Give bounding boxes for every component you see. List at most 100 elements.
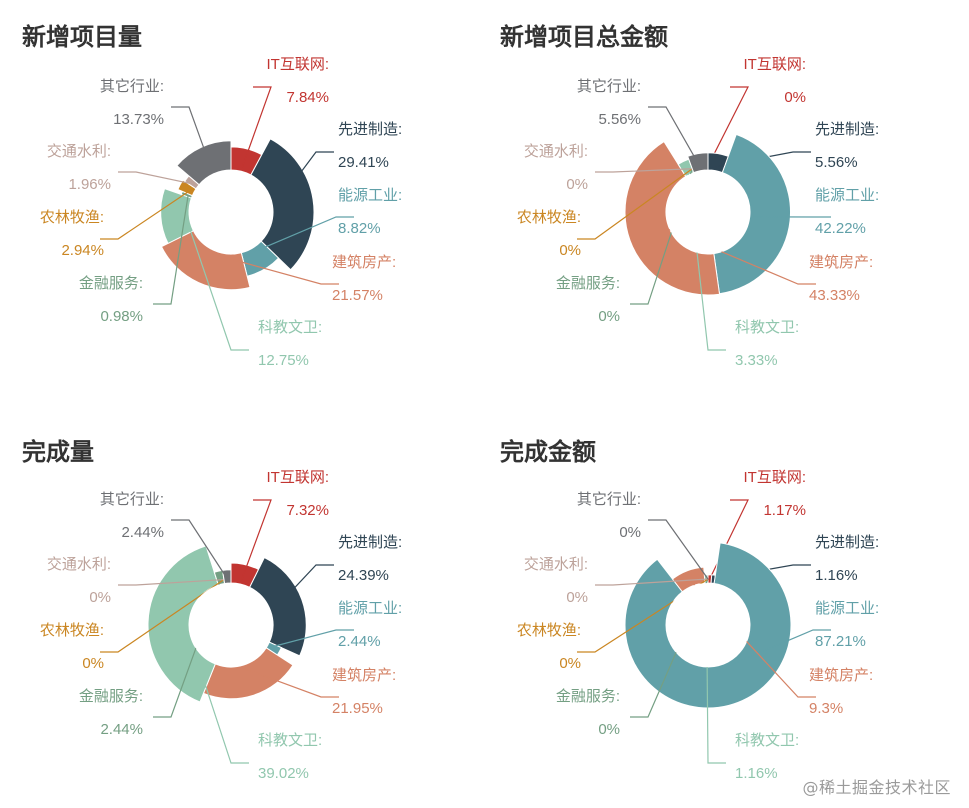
slice-label-finance: 金融服务: [79, 688, 143, 705]
slice-label-finance: 金融服务: [556, 275, 620, 292]
leader-line-agriculture [100, 579, 225, 653]
slice-label-construction: 建筑房产: [809, 667, 873, 684]
rose-chart-2: 新增项目总金额 IT互联网: 0% 先进制造: 5.56% 能源工业: 42.22% 建筑房产… [500, 23, 879, 369]
slice-value-construction: 21.57% [332, 287, 383, 304]
slice-label-sci_edu: 科教文卫: [735, 319, 799, 336]
leader-line-agriculture [100, 189, 191, 240]
leader-line-transport [118, 578, 225, 586]
slice-value-advanced_mfg: 5.56% [815, 154, 858, 171]
leader-line-advanced_mfg [275, 151, 334, 206]
slice-value-transport: 1.96% [68, 176, 111, 193]
slice-label-it: IT互联网: [267, 56, 330, 73]
leader-line-construction [244, 668, 339, 698]
leader-line-it [240, 499, 272, 581]
slice-label-construction: 建筑房产: [332, 254, 396, 271]
slice-value-construction: 43.33% [809, 287, 860, 304]
leader-line-sci_edu [184, 214, 249, 351]
leader-line-it [241, 86, 272, 168]
leader-line-finance [153, 195, 189, 305]
slice-label-energy: 能源工业: [338, 187, 402, 204]
slice-label-transport: 交通水利: [524, 555, 588, 573]
slice-label-advanced_mfg: 先进制造: [338, 121, 402, 138]
leader-line-energy [719, 629, 831, 671]
leader-line-energy [271, 629, 354, 648]
slice-label-advanced_mfg: 先进制造: [815, 534, 879, 551]
slice-label-agriculture: 农林牧渔: [40, 622, 104, 639]
slice-value-advanced_mfg: 29.41% [338, 154, 389, 171]
slice-label-finance: 金融服务: [79, 275, 143, 292]
slice-value-transport: 0% [566, 176, 588, 193]
slice-label-other: 其它行业: [100, 77, 164, 95]
leader-line-construction [211, 253, 339, 285]
slice-label-advanced_mfg: 先进制造: [815, 121, 879, 138]
slice-value-finance: 0.98% [100, 308, 143, 325]
center-hole [666, 583, 750, 667]
slice-value-it: 7.32% [286, 502, 329, 519]
slice-value-energy: 42.22% [815, 220, 866, 237]
slice-label-transport: 交通水利: [524, 142, 588, 160]
leader-line-other [171, 519, 228, 580]
slice-label-agriculture: 农林牧渔: [517, 622, 581, 639]
slice-value-construction: 21.95% [332, 700, 383, 717]
chart-title: 完成量 [22, 438, 94, 466]
watermark: @稀土掘金技术社区 [802, 778, 951, 797]
sector-other[interactable] [221, 569, 232, 585]
leader-line-transport [595, 168, 693, 173]
leader-line-agriculture [577, 578, 709, 653]
slice-value-finance: 2.44% [100, 721, 143, 738]
slice-value-other: 13.73% [113, 111, 164, 128]
slice-value-construction: 9.3% [809, 700, 843, 717]
leader-line-it [707, 86, 749, 167]
leader-line-other [648, 106, 701, 167]
slice-label-construction: 建筑房产: [809, 254, 873, 271]
slice-value-transport: 0% [89, 589, 111, 606]
leader-line-agriculture [577, 168, 693, 240]
leader-line-sci_edu [184, 623, 249, 764]
leader-line-advanced_mfg [273, 564, 334, 610]
chart-title: 新增项目总金额 [500, 23, 668, 51]
slice-value-sci_edu: 12.75% [258, 352, 309, 369]
slice-label-transport: 交通水利: [47, 555, 111, 573]
slice-value-finance: 0% [598, 721, 620, 738]
slice-label-sci_edu: 科教文卫: [258, 732, 322, 749]
slice-label-other: 其它行业: [100, 490, 164, 508]
slice-value-energy: 2.44% [338, 633, 381, 650]
leader-line-other [648, 519, 709, 580]
slice-label-sci_edu: 科教文卫: [258, 319, 322, 336]
rose-chart-3: 完成量 IT互联网: 7.32% 先进制造: 24.39% 能源工业: 2.44% 建筑房产:… [22, 438, 402, 782]
slice-value-energy: 87.21% [815, 633, 866, 650]
slice-value-agriculture: 2.94% [61, 242, 104, 259]
rose-chart-4: 完成金额 IT互联网: 1.17% 先进制造: 1.16% 能源工业: 87.21% 建筑房产… [500, 438, 879, 782]
center-hole [189, 583, 273, 667]
slice-value-it: 1.17% [763, 502, 806, 519]
slice-label-other: 其它行业: [577, 490, 641, 508]
slice-label-agriculture: 农林牧渔: [40, 209, 104, 226]
slice-label-energy: 能源工业: [338, 600, 402, 617]
slice-value-it: 0% [784, 89, 806, 106]
slice-value-other: 2.44% [121, 524, 164, 541]
chart-title: 完成金额 [500, 438, 596, 466]
chart-title: 新增项目量 [22, 23, 142, 51]
slice-value-it: 7.84% [286, 89, 329, 106]
center-hole [666, 170, 750, 254]
rose-chart-1: 新增项目量 IT互联网: 7.84% 先进制造: 29.41% 能源工业: 8.82% 建筑房… [22, 23, 402, 369]
slice-value-advanced_mfg: 1.16% [815, 567, 858, 584]
slice-label-it: IT互联网: [744, 56, 807, 73]
slice-label-it: IT互联网: [267, 469, 330, 486]
slice-label-other: 其它行业: [577, 77, 641, 95]
slice-value-agriculture: 0% [559, 655, 581, 672]
slice-label-finance: 金融服务: [556, 688, 620, 705]
slice-label-energy: 能源工业: [815, 187, 879, 204]
slice-value-agriculture: 0% [82, 655, 104, 672]
slice-value-finance: 0% [598, 308, 620, 325]
center-hole [189, 170, 273, 254]
slice-value-sci_edu: 39.02% [258, 765, 309, 782]
slice-value-sci_edu: 3.33% [735, 352, 778, 369]
slice-label-sci_edu: 科教文卫: [735, 732, 799, 749]
slice-value-agriculture: 0% [559, 242, 581, 259]
slice-label-agriculture: 农林牧渔: [517, 209, 581, 226]
slice-label-it: IT互联网: [744, 469, 807, 486]
slice-label-transport: 交通水利: [47, 142, 111, 160]
slice-value-advanced_mfg: 24.39% [338, 567, 389, 584]
